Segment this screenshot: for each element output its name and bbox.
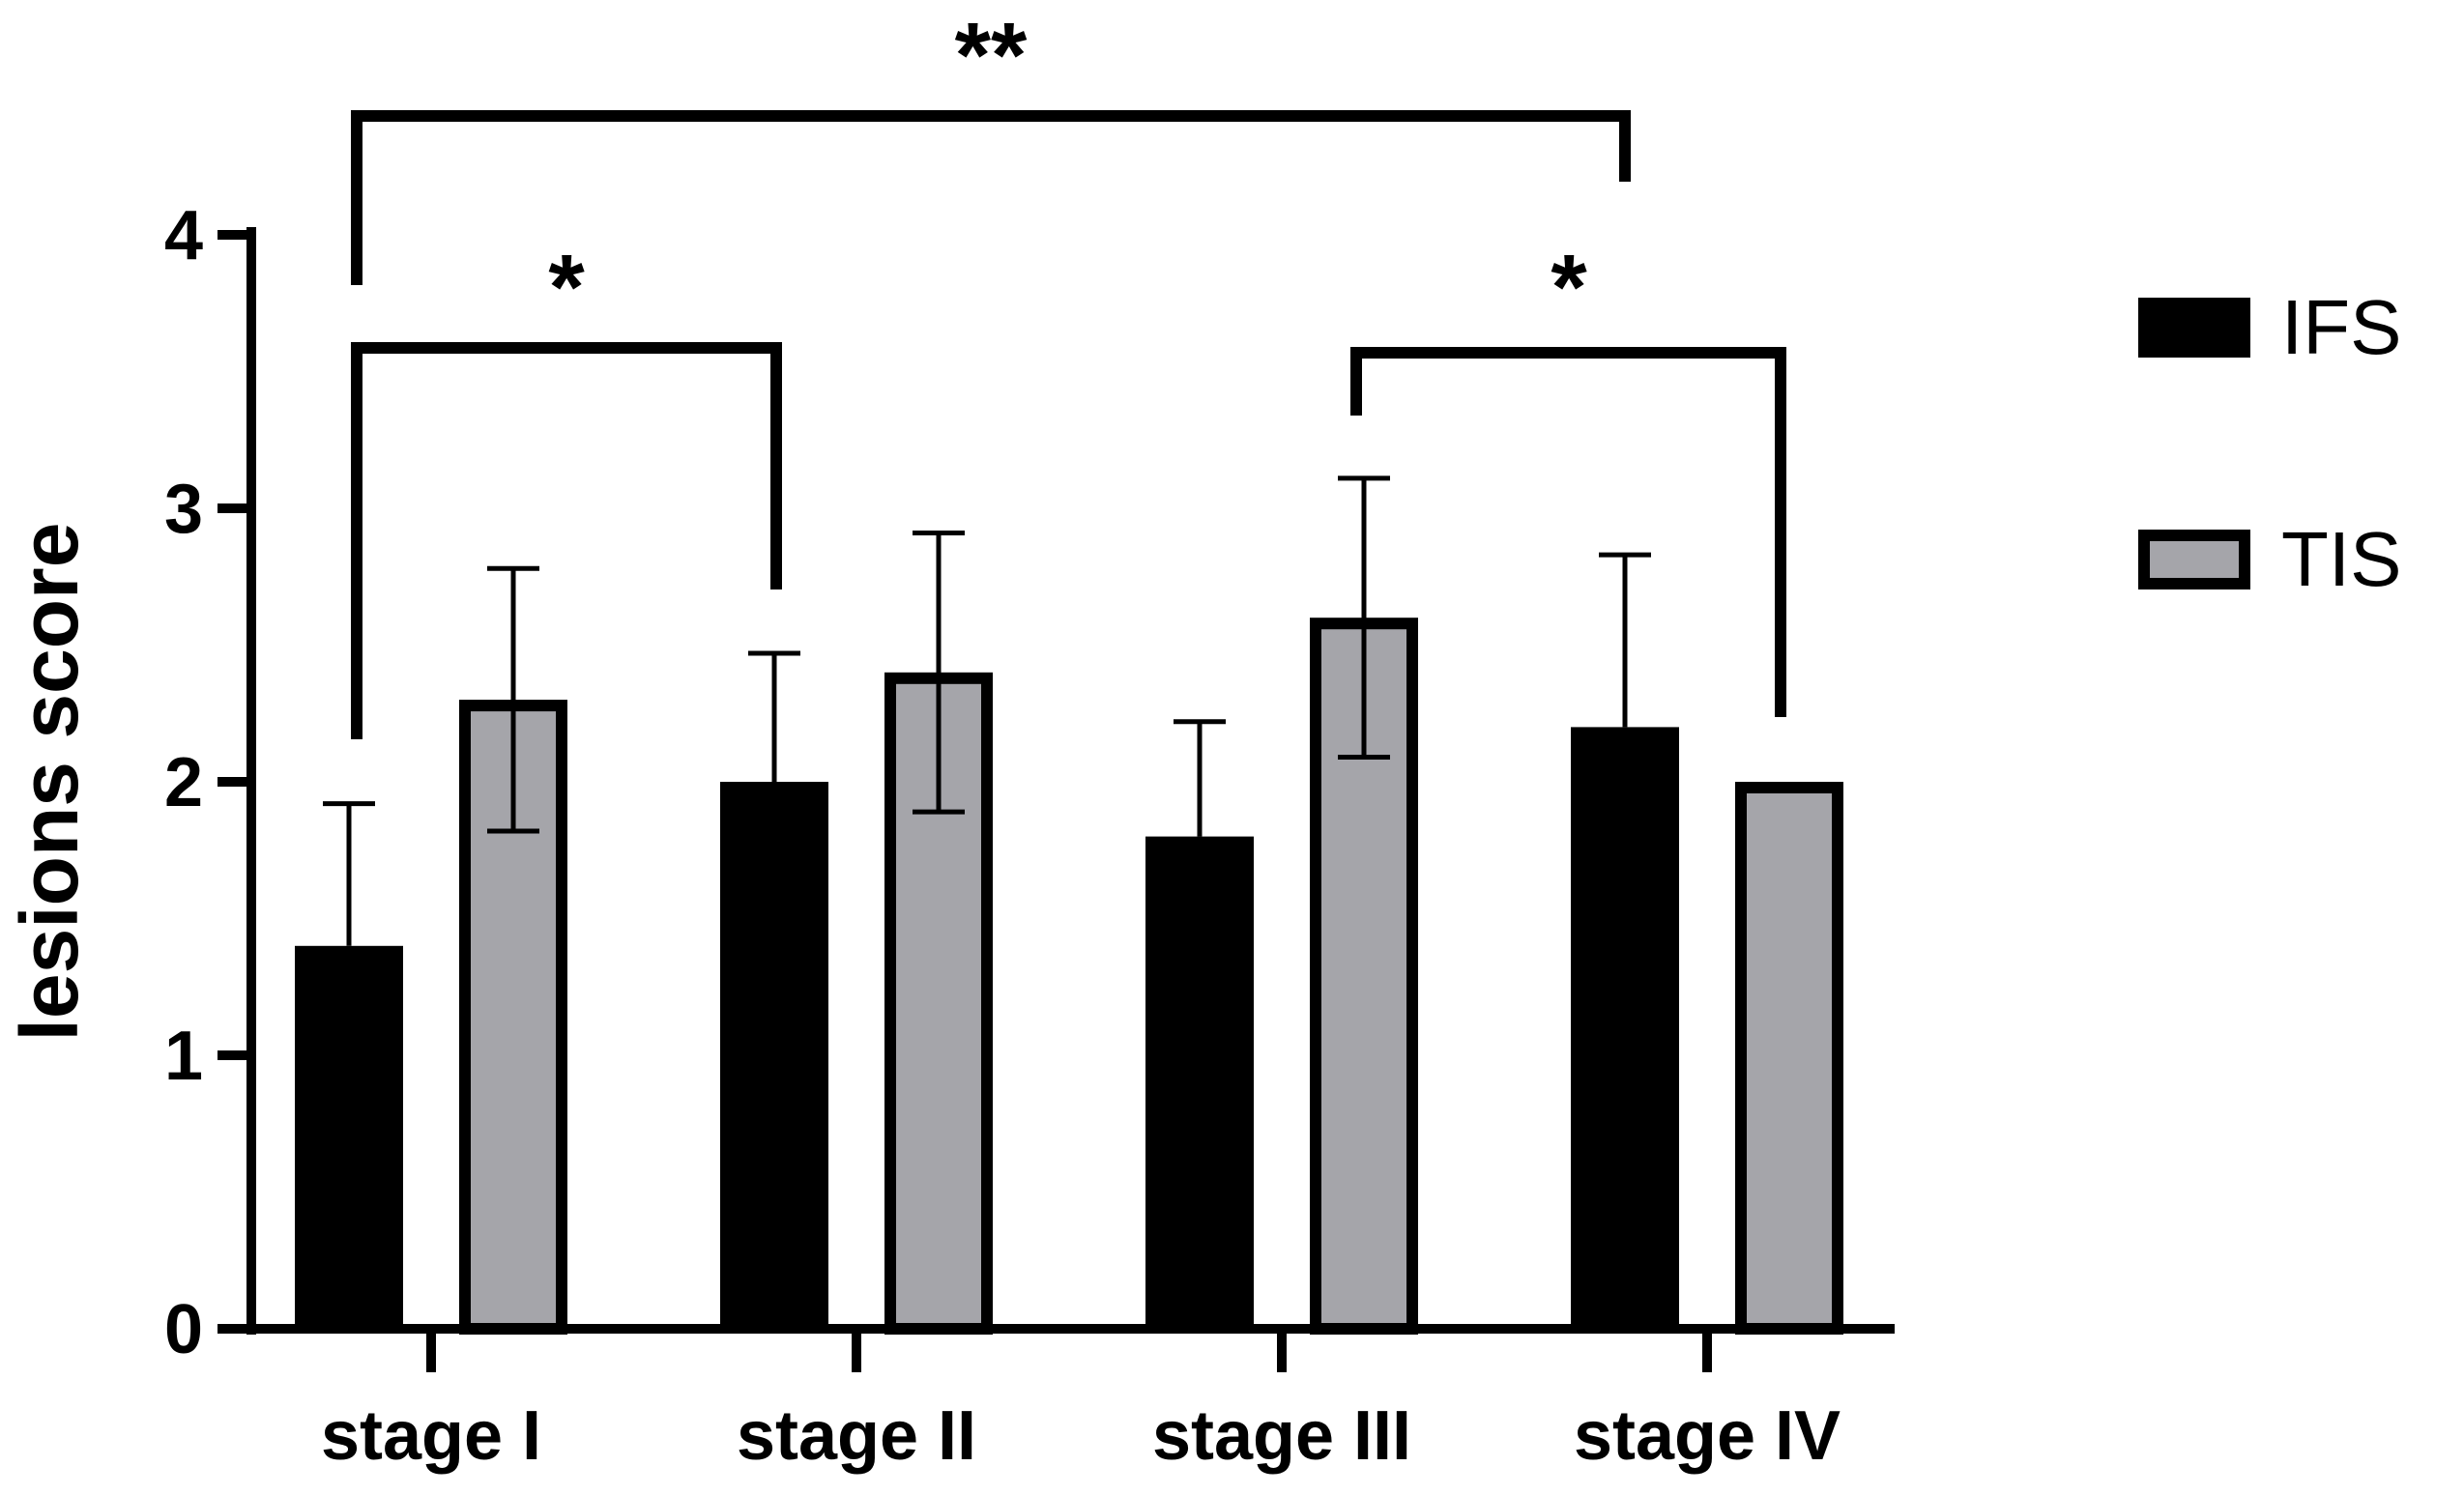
y-tick-label: 2: [164, 744, 203, 821]
bracket-line: [1350, 347, 1786, 717]
significance-label: **: [955, 4, 1028, 107]
y-tick-label: 3: [164, 471, 203, 548]
significance-bracket: *: [1350, 236, 1786, 717]
bar-ifs: [720, 782, 828, 1329]
x-tick-label: stage IV: [1574, 1397, 1841, 1475]
legend-swatch: [2138, 298, 2250, 358]
bar-ifs: [295, 945, 403, 1329]
error-bar: [1338, 475, 1390, 761]
error-bar: [748, 650, 800, 782]
legend-item-tis: TIS: [2138, 516, 2401, 602]
y-axis-title: lesions score: [4, 523, 95, 1042]
legend-item-ifs: IFS: [2138, 284, 2401, 370]
error-bar: [1174, 719, 1226, 837]
error-bar: [487, 565, 539, 834]
bar-ifs: [1145, 836, 1254, 1329]
significance-label: *: [548, 236, 585, 339]
significance-bracket: **: [351, 4, 1631, 285]
bracket-line: [351, 110, 1631, 285]
significance-brackets: *** *: [351, 4, 1786, 739]
legend: IFS TIS: [2138, 284, 2401, 602]
legend-label: TIS: [2281, 516, 2401, 602]
y-tick-label: 0: [164, 1291, 203, 1368]
bar-tis: [1735, 782, 1843, 1335]
legend-swatch: [2138, 530, 2250, 589]
bar-ifs: [1571, 727, 1679, 1329]
significance-label: *: [1551, 236, 1587, 339]
y-tick-label: 4: [164, 197, 203, 274]
error-bar: [1599, 552, 1651, 728]
y-tick-label: 1: [164, 1018, 203, 1095]
error-bars: [323, 475, 1651, 946]
error-bar: [323, 801, 375, 946]
legend-label: IFS: [2281, 284, 2401, 370]
x-tick-label: stage I: [321, 1397, 541, 1475]
bars: [295, 618, 1843, 1335]
x-tick-label: stage III: [1152, 1397, 1411, 1475]
bracket-line: [351, 342, 782, 739]
significance-bracket: *: [351, 236, 782, 739]
error-bar: [913, 530, 965, 815]
x-tick-label: stage II: [737, 1397, 976, 1475]
